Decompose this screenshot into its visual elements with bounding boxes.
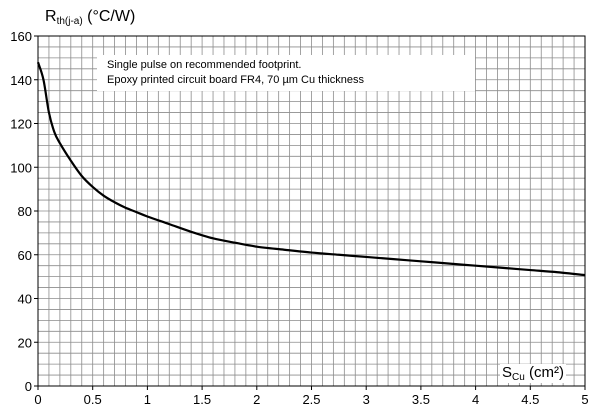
x-tick-label: 3 bbox=[363, 392, 370, 407]
x-tick-label: 4 bbox=[472, 392, 479, 407]
y-tick-label: 40 bbox=[18, 292, 32, 307]
x-tick-label: 3.5 bbox=[412, 392, 430, 407]
y-tick-label: 120 bbox=[10, 117, 32, 132]
x-tick-label: 0.5 bbox=[84, 392, 102, 407]
y-tick-label: 60 bbox=[18, 248, 32, 263]
annotation-line-2: Epoxy printed circuit board FR4, 70 µm C… bbox=[107, 74, 365, 86]
y-tick-labels: 0 20 40 60 80 100 120 140 160 bbox=[10, 29, 38, 394]
series-line bbox=[36, 61, 586, 277]
x-tick-label: 1.5 bbox=[193, 392, 211, 407]
x-tick-label: 2 bbox=[253, 392, 260, 407]
series-group bbox=[36, 61, 586, 277]
x-tick-labels: 0 0.5 1 1.5 2 2.5 3 3.5 4 4.5 5 bbox=[34, 386, 589, 407]
y-tick-label: 100 bbox=[10, 160, 32, 175]
y-tick-label: 160 bbox=[10, 29, 32, 44]
annotation-line-1: Single pulse on recommended footprint. bbox=[107, 59, 302, 71]
y-tick-label: 20 bbox=[18, 335, 32, 350]
y-axis-label-main: R bbox=[45, 8, 57, 25]
y-tick-label: 0 bbox=[25, 379, 32, 394]
y-tick-label: 140 bbox=[10, 73, 32, 88]
y-tick-label: 80 bbox=[18, 204, 32, 219]
x-tick-label: 1 bbox=[144, 392, 151, 407]
grid-lines bbox=[38, 36, 585, 386]
x-axis-label-main: S bbox=[502, 364, 513, 381]
y-axis-label: Rth(j-a) (°C/W) bbox=[45, 8, 135, 27]
x-tick-label: 2.5 bbox=[302, 392, 320, 407]
x-tick-label: 4.5 bbox=[521, 392, 539, 407]
x-tick-label: 5 bbox=[581, 392, 588, 407]
x-axis-label: SCu (cm²) bbox=[500, 364, 566, 383]
y-axis-label-unit: (°C/W) bbox=[87, 8, 136, 25]
x-axis-label-unit: (cm²) bbox=[528, 364, 564, 381]
x-axis-label-sub: Cu bbox=[512, 372, 525, 383]
y-axis-label-sub: th(j-a) bbox=[56, 16, 83, 27]
x-tick-label: 0 bbox=[34, 392, 41, 407]
chart-annotation: Single pulse on recommended footprint. E… bbox=[97, 55, 475, 91]
